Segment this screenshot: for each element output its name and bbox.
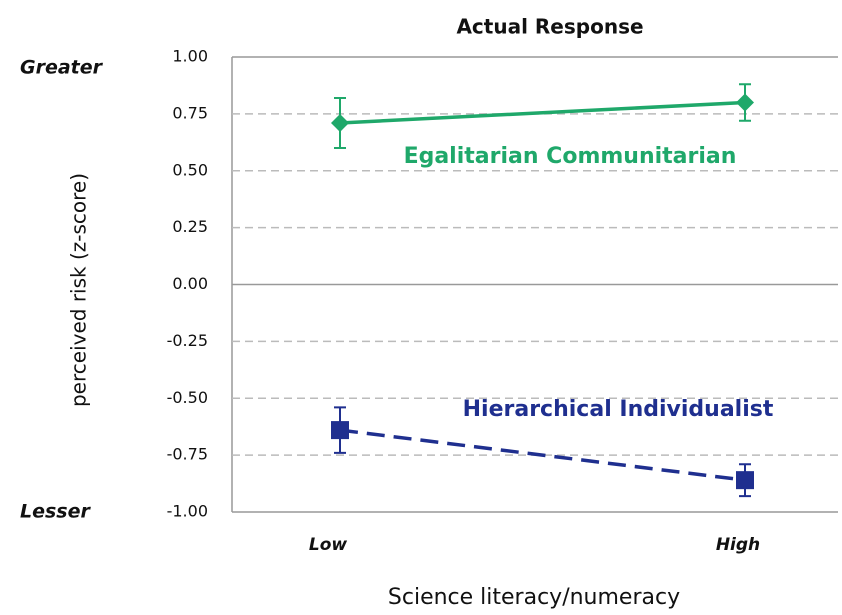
series-line: [339, 428, 746, 482]
series-label: Hierarchical Individualist: [463, 397, 774, 422]
y-tick-label: -0.50: [167, 388, 208, 407]
annotation: Greater: [20, 57, 104, 79]
y-tick-label: 1.00: [172, 47, 208, 66]
y-tick-label: 0.75: [172, 103, 208, 122]
y-tick-label: -0.75: [167, 445, 208, 464]
series-line: [339, 100, 746, 125]
x-tick-label: High: [716, 535, 760, 555]
chart-title: Actual Response: [456, 15, 643, 39]
y-tick-label: -1.00: [167, 502, 208, 521]
y-tick-label: 0.25: [172, 217, 208, 236]
y-tick-label: 0.00: [172, 274, 208, 293]
series-label: Egalitarian Communitarian: [404, 144, 737, 169]
y-tick-label: -0.25: [167, 331, 208, 350]
y-axis-label: perceived risk (z-score): [67, 173, 91, 407]
marker: [331, 113, 349, 132]
marker: [331, 421, 349, 440]
annotation: Lesser: [20, 501, 91, 523]
y-tick-label: 0.50: [172, 160, 208, 179]
marker: [736, 471, 754, 490]
x-tick-label: Low: [309, 535, 348, 555]
x-axis-label: Science literacy/numeracy: [388, 585, 680, 610]
marker: [736, 93, 754, 112]
